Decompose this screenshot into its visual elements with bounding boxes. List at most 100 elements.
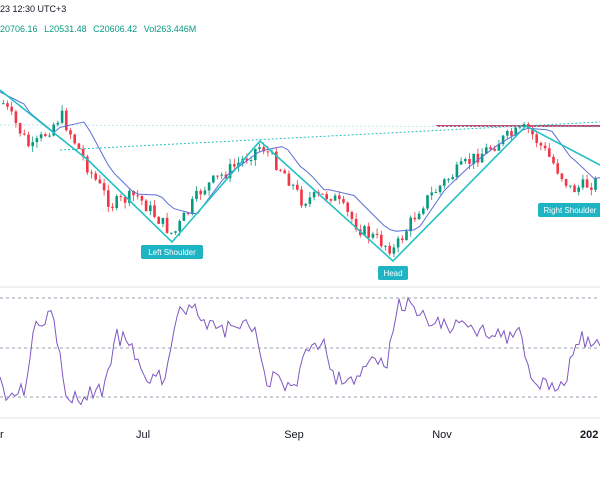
candle-body [165,217,169,233]
candle-body [497,144,501,151]
candle-body [510,131,513,136]
candle-body [86,156,89,173]
candle-body [174,231,177,233]
candle-body [489,147,492,150]
candle-body [472,153,475,164]
axis-label-sep: Sep [284,429,304,441]
candle-body [333,195,337,201]
pattern-zigzag-line [0,89,600,263]
candle-body [556,163,559,174]
candle-body [161,217,165,224]
candle-body [501,135,505,145]
candle-body [371,233,375,238]
candle-body [90,172,93,174]
candle-body [443,179,446,186]
candle-body [153,205,156,217]
candle-body [77,143,81,149]
candle-body [522,124,526,127]
candle-body [249,160,253,162]
candle-body [233,164,236,167]
candle-body [69,130,72,135]
chart-header: 23 12:30 UTC+3 [0,4,66,18]
candle-body [39,134,43,139]
candle-body [506,131,509,136]
candle-body [212,175,215,183]
candle-body [434,191,438,193]
candle-body [426,195,429,209]
moving-average-line [0,91,600,232]
candle-body [10,106,13,112]
candle-body [132,190,135,196]
candle-body [363,226,366,236]
label-head-text: Head [383,269,402,278]
candle-body [392,247,396,254]
candle-body [464,159,467,162]
candle-body [560,173,564,180]
candle-body [73,134,76,144]
candle-body [312,192,316,198]
candle-body [275,151,278,170]
candle-body [119,196,123,198]
candle-body [178,220,181,232]
axis-label-year: 202 [580,429,598,441]
candle-body [203,190,207,195]
label-left-shoulder-text: Left Shoulder [148,248,196,257]
candle-body [590,187,593,190]
candle-body [564,179,568,186]
candle-body [455,164,459,178]
candle-body [191,198,194,213]
candle-body [107,190,110,207]
candle-body [338,195,341,200]
candle-body [296,184,299,190]
candle-body [573,185,576,193]
candle-body [569,185,572,187]
candle-body [577,187,580,193]
candle-body [228,164,232,179]
candle-body [140,195,144,201]
candle-body [552,156,555,164]
candle-body [321,193,324,195]
candle-body [291,184,295,186]
label-head: Head [378,266,408,280]
candle-body [447,179,450,181]
label-right-shoulder: Right Shoulder [538,203,600,217]
candle-body [35,138,39,143]
candle-body [98,179,102,184]
candle-body [422,208,425,214]
candle-body [409,217,412,232]
candle-body [279,169,282,171]
candle-body [396,238,400,248]
candle-body [459,161,463,165]
candle-body [65,110,68,131]
candle-body [136,195,139,197]
candle-body [23,133,26,135]
candle-body [417,213,421,220]
candle-body [493,149,496,151]
candle-body [44,134,47,137]
candle-body [128,190,131,203]
candle-body [186,212,190,214]
candle-body [308,197,312,204]
ohlc-volume: Vol263.446M [143,24,197,34]
ohlc-close: C20606.42 [93,24,138,34]
candle-body [548,148,551,157]
candle-body [6,103,9,107]
candle-body [585,179,589,188]
candle-body [245,158,249,161]
label-right-shoulder-text: Right Shoulder [544,206,597,215]
candle-body [380,234,383,247]
candle-body [300,189,303,206]
header-datetime: 23 12:30 UTC+3 [0,4,67,14]
candle-body [52,124,55,136]
candle-body [527,124,530,129]
candle-body [401,238,404,241]
candle-body [375,233,379,235]
candle-body [329,199,333,201]
candle-body [144,200,148,212]
candle-body [157,216,160,224]
candle-body [325,194,328,200]
candle-body [346,202,349,212]
candle-body [476,153,480,163]
candle-body [18,123,22,134]
